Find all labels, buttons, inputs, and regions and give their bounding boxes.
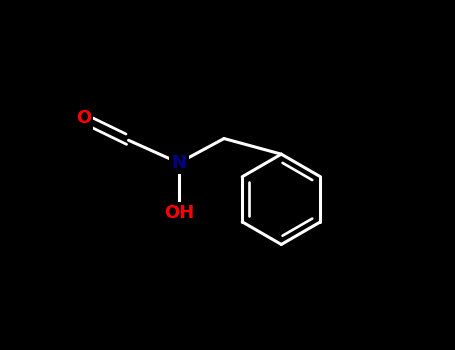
Text: N: N [172, 154, 187, 172]
Text: O: O [76, 110, 91, 127]
Text: OH: OH [164, 204, 194, 222]
